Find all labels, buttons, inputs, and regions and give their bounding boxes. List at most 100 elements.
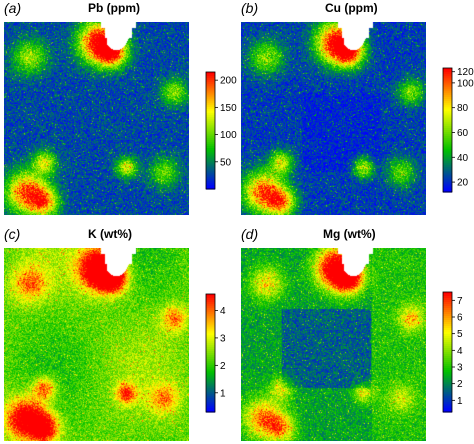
- colorbar-segment: [443, 340, 452, 343]
- colorbar-segment: [206, 93, 215, 96]
- colorbar-segment: [443, 380, 452, 383]
- colorbar-segment: [206, 349, 215, 352]
- colorbar-segment: [443, 312, 452, 315]
- colorbar-segment: [206, 109, 215, 112]
- colorbar-segment: [206, 89, 215, 93]
- colorbar-tick-label: 150: [220, 103, 237, 114]
- colorbar-segment: [443, 316, 452, 319]
- colorbar-frame: [442, 291, 453, 413]
- colorbar-segment: [443, 161, 452, 164]
- colorbar-segment: [206, 148, 215, 151]
- colorbar-segment: [443, 404, 452, 407]
- colorbar-segment: [206, 169, 215, 173]
- panel-k: (c) K (wt%) 1 2 3 4: [0, 222, 237, 444]
- colorbar-segment: [443, 68, 452, 71]
- colorbar-segment: [206, 382, 215, 386]
- colorbar-segment: [443, 136, 452, 139]
- colorbar-segment: [443, 352, 452, 355]
- colorbar-segment: [206, 295, 215, 299]
- colorbar-segment: [206, 294, 215, 297]
- colorbar-segment: [443, 84, 452, 88]
- colorbar-segment: [443, 400, 452, 403]
- colorbar-segment: [206, 72, 215, 75]
- colorbar-segment: [443, 326, 452, 329]
- colorbar-segment: [443, 101, 452, 104]
- colorbar-segment: [443, 167, 452, 170]
- colorbar-segment: [206, 171, 215, 174]
- colorbar-segment: [206, 126, 215, 130]
- colorbar-segment: [206, 339, 215, 342]
- colorbar-segment: [443, 109, 452, 112]
- colorbar-segment: [443, 292, 452, 295]
- colorbar-tick-label: 4: [220, 306, 226, 317]
- colorbar-segment: [206, 151, 215, 155]
- colorbar-segment: [443, 150, 452, 154]
- colorbar-segment: [443, 302, 452, 305]
- colorbar-segment: [443, 78, 452, 81]
- colorbar-segment: [206, 354, 215, 358]
- colorbar-segment: [443, 179, 452, 183]
- colorbar-segment: [206, 157, 215, 161]
- colorbar-segment: [206, 366, 215, 370]
- colorbar-tick-label: 40: [457, 153, 469, 164]
- colorbar-segment: [206, 378, 215, 382]
- colorbar-segment: [206, 313, 215, 317]
- colorbar-segment: [206, 116, 215, 120]
- colorbar-segment: [206, 327, 215, 330]
- colorbar-segment: [206, 173, 215, 176]
- colorbar-segment: [443, 127, 452, 131]
- colorbar-segment: [443, 328, 452, 331]
- colorbar-segment: [206, 335, 215, 338]
- colorbar-segment: [206, 124, 215, 128]
- colorbar-tick-label: 100: [220, 130, 237, 141]
- colorbar-segment: [443, 96, 452, 100]
- colorbar-segment: [206, 87, 215, 91]
- colorbar-segment: [206, 122, 215, 126]
- heatmap-k: [4, 248, 189, 441]
- colorbar-segment: [206, 136, 215, 139]
- colorbar-tick-label: 100: [457, 78, 474, 89]
- colorbar-segment: [443, 332, 452, 335]
- colorbar-segment: [443, 354, 452, 357]
- colorbar-segment: [206, 91, 215, 95]
- colorbar-segment: [443, 140, 452, 143]
- colorbar-segment: [443, 320, 452, 323]
- colorbar-segment: [206, 410, 215, 413]
- colorbar-segment: [206, 107, 215, 110]
- colorbar-segment: [206, 130, 215, 134]
- colorbar-segment: [206, 402, 215, 405]
- colorbar-segment: [206, 183, 215, 186]
- colorbar-segment: [443, 308, 452, 311]
- colorbar-segment: [443, 152, 452, 156]
- colorbar-segment: [443, 408, 452, 411]
- colorbar-segment: [443, 169, 452, 172]
- colorbar-segment: [206, 146, 215, 149]
- colorbar-segment: [443, 121, 452, 125]
- colorbar-k: 1 2 3 4: [205, 293, 226, 413]
- colorbar-segment: [443, 177, 452, 181]
- colorbar-segment: [443, 105, 452, 108]
- colorbar-segment: [206, 303, 215, 307]
- colorbar-segment: [206, 77, 215, 81]
- colorbar-segment: [443, 364, 452, 367]
- colorbar-segment: [206, 161, 215, 165]
- colorbar-tick-label: 3: [457, 363, 463, 374]
- colorbar-segment: [443, 181, 452, 185]
- colorbar-segment: [443, 185, 452, 189]
- colorbar-segment: [206, 75, 215, 79]
- colorbar-segment: [206, 386, 215, 389]
- colorbar-tick-label: 4: [457, 346, 463, 357]
- colorbar-segment: [206, 307, 215, 311]
- colorbar-segment: [443, 117, 452, 121]
- colorbar-segment: [206, 321, 215, 325]
- colorbar-segment: [443, 348, 452, 351]
- colorbar-segment: [206, 372, 215, 376]
- colorbar-segment: [443, 138, 452, 141]
- colorbar-segment: [443, 300, 452, 303]
- colorbar-segment: [443, 402, 452, 405]
- colorbar-segment: [443, 406, 452, 409]
- colorbar-segment: [443, 175, 452, 179]
- colorbar-segment: [206, 396, 215, 399]
- colorbar-segment: [206, 142, 215, 145]
- colorbar-segment: [206, 112, 215, 116]
